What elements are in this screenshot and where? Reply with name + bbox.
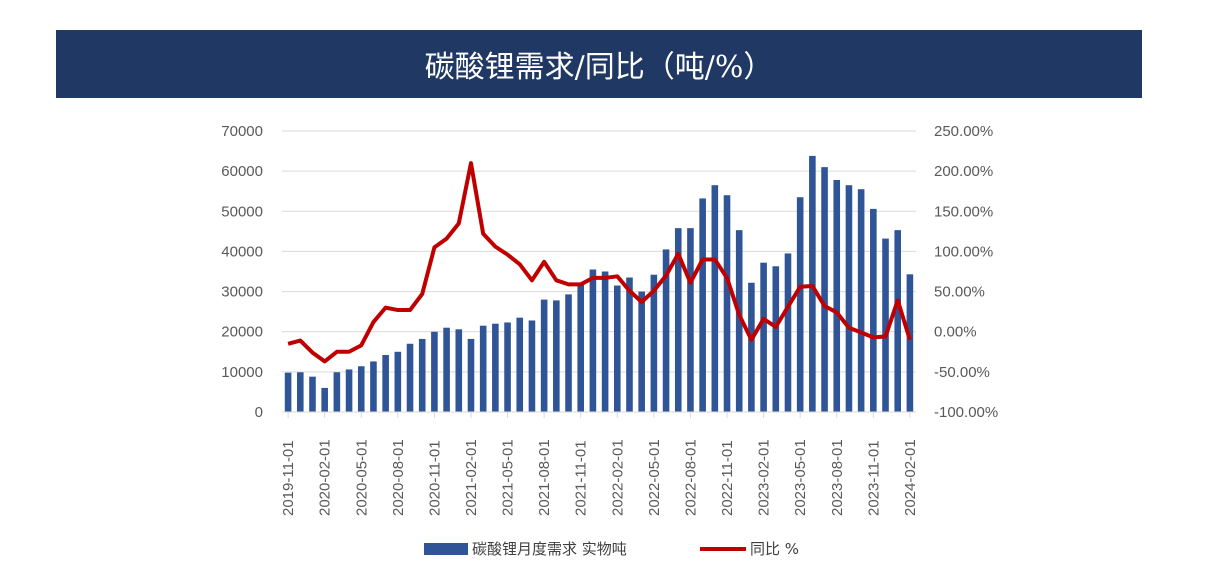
bar xyxy=(882,238,889,412)
bar xyxy=(735,230,743,412)
bar xyxy=(565,294,572,412)
bar xyxy=(821,167,828,412)
bar xyxy=(760,262,767,412)
bar xyxy=(296,372,304,412)
right-tick-label: 0.00% xyxy=(934,324,977,341)
x-tick-label: 2023-08-01 xyxy=(829,439,846,516)
bar xyxy=(455,329,463,412)
bar xyxy=(638,291,645,412)
chart-title: 碳酸锂需求/同比（吨/%） xyxy=(56,30,1142,98)
x-tick-label: 2023-05-01 xyxy=(792,439,809,516)
bar xyxy=(492,323,499,412)
bar xyxy=(748,282,755,412)
x-tick-label: 2020-05-01 xyxy=(353,439,370,516)
bar xyxy=(479,325,487,412)
bar xyxy=(309,376,316,412)
x-tick-label: 2019-11-01 xyxy=(280,440,297,516)
left-tick-label: 50000 xyxy=(221,203,263,220)
x-tick-label: 2020-11-01 xyxy=(426,440,443,516)
bar xyxy=(406,343,414,412)
bar xyxy=(284,372,292,412)
bar xyxy=(857,189,865,412)
x-tick-label: 2022-05-01 xyxy=(646,439,663,516)
x-tick-label: 2024-02-01 xyxy=(902,439,919,516)
bar xyxy=(906,274,914,412)
x-tick-label: 2022-08-01 xyxy=(682,439,699,516)
right-tick-label: 100.00% xyxy=(934,243,993,260)
x-tick-label: 2021-02-01 xyxy=(463,439,480,516)
x-tick-label: 2020-08-01 xyxy=(390,439,407,516)
bar xyxy=(333,372,341,412)
right-tick-label: 250.00% xyxy=(934,123,993,140)
yoy-line xyxy=(287,161,912,364)
legend-swatch-line xyxy=(700,546,746,551)
bar xyxy=(626,277,633,412)
bar xyxy=(699,198,706,412)
left-tick-label: 70000 xyxy=(221,123,263,140)
bar xyxy=(516,317,524,412)
right-tick-label: 200.00% xyxy=(934,163,993,180)
bar xyxy=(711,185,719,412)
legend-swatch-bar xyxy=(424,542,468,555)
legend-item-bar: 碳酸锂月度需求 实物吨 xyxy=(424,538,627,559)
left-tick-label: 30000 xyxy=(221,284,263,301)
legend-label-line: 同比 % xyxy=(750,540,800,558)
legend-label-bar: 碳酸锂月度需求 实物吨 xyxy=(472,540,627,558)
x-tick-label: 2021-08-01 xyxy=(536,439,553,516)
bar xyxy=(613,285,621,412)
bar xyxy=(809,155,816,413)
bar xyxy=(370,361,377,412)
x-tick-label: 2022-11-01 xyxy=(719,440,736,516)
bar xyxy=(723,195,731,412)
left-tick-label: 10000 xyxy=(221,364,263,381)
right-tick-label: 50.00% xyxy=(934,284,985,301)
x-tick-label: 2021-11-01 xyxy=(573,440,590,516)
x-tick-label: 2023-11-01 xyxy=(865,440,882,516)
bar xyxy=(589,269,597,412)
bar xyxy=(784,253,792,412)
x-tick-label: 2023-02-01 xyxy=(756,439,773,516)
left-tick-label: 0 xyxy=(255,404,263,421)
bar xyxy=(443,327,450,412)
right-tick-label: 150.00% xyxy=(934,203,993,220)
bar xyxy=(687,228,694,412)
bar xyxy=(382,354,389,412)
bar xyxy=(894,230,902,412)
bar xyxy=(357,366,365,412)
bar xyxy=(467,338,475,412)
bar xyxy=(553,300,560,412)
bar xyxy=(674,228,682,412)
x-tick-label: 2022-02-01 xyxy=(609,439,626,516)
bar xyxy=(772,266,780,412)
bar xyxy=(650,274,658,412)
x-tick-label: 2021-05-01 xyxy=(500,439,517,516)
legend-item-line: 同比 % xyxy=(700,538,799,559)
bar xyxy=(796,197,804,412)
bar xyxy=(431,331,438,412)
bar xyxy=(394,351,402,412)
left-tick-label: 40000 xyxy=(221,243,263,260)
bar xyxy=(577,283,585,412)
bar xyxy=(418,338,426,412)
right-tick-label: -100.00% xyxy=(934,404,998,421)
bar xyxy=(321,387,328,412)
bar xyxy=(870,208,877,412)
bar xyxy=(662,249,670,412)
x-tick-label: 2020-02-01 xyxy=(317,439,334,516)
bar xyxy=(833,179,841,412)
bar xyxy=(528,320,536,412)
bar xyxy=(601,271,609,412)
bar xyxy=(845,185,853,412)
right-tick-label: -50.00% xyxy=(934,364,990,381)
left-tick-label: 20000 xyxy=(221,324,263,341)
left-tick-label: 60000 xyxy=(221,163,263,180)
bar xyxy=(540,299,548,412)
bar xyxy=(504,322,511,412)
bar xyxy=(345,369,353,412)
